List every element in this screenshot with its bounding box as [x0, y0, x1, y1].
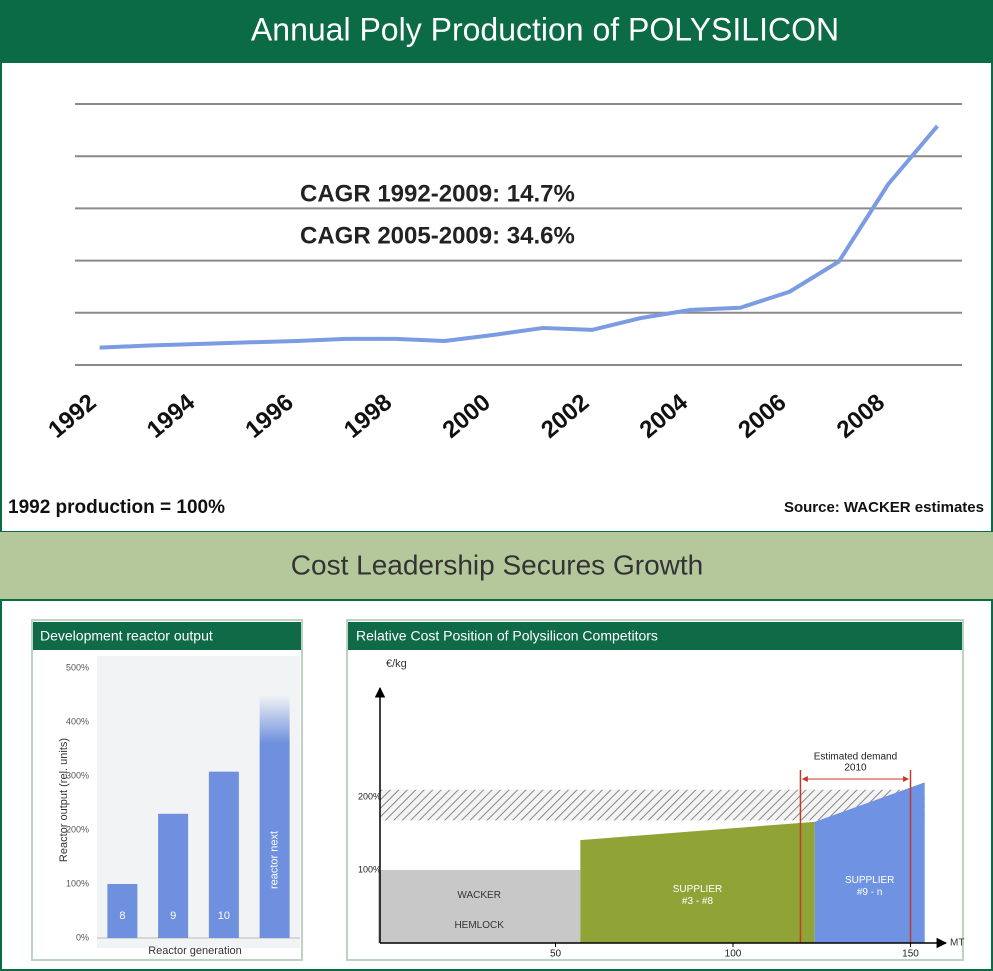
segment-label: #9 - n	[857, 887, 883, 898]
panel-header	[348, 622, 962, 650]
y-tick-label: 400%	[66, 716, 89, 726]
cost-segment	[580, 821, 815, 943]
bar-label: 10	[218, 910, 230, 922]
y-tick-label: 200%	[358, 791, 381, 801]
segment-label: SUPPLIER	[673, 884, 722, 895]
panel-title: Development reactor output	[40, 628, 213, 644]
demand-label: Estimated demand	[814, 752, 897, 763]
segment-label: HEMLOCK	[454, 920, 504, 931]
source: Source: WACKER estimates	[784, 499, 984, 516]
header-bar	[0, 0, 993, 62]
y-tick-label: 100%	[358, 864, 381, 874]
y-tick-label: 100%	[66, 878, 89, 888]
bar	[158, 813, 189, 938]
panel-title: Relative Cost Position of Polysilicon Co…	[356, 628, 658, 644]
x-axis-title: Reactor generation	[148, 945, 242, 957]
x-axis-title: MT	[950, 938, 964, 949]
top-frame	[0, 61, 993, 533]
bar	[208, 771, 239, 938]
bar-label: 8	[119, 910, 125, 922]
segment-label: #3 - #8	[682, 896, 714, 907]
x-tick-label: 150	[902, 949, 919, 960]
y-tick-label: 500%	[66, 662, 89, 672]
line-series	[99, 124, 939, 350]
panel-header	[33, 622, 301, 650]
x-tick-label: 100	[725, 949, 742, 960]
bar-label: reactor next	[269, 831, 281, 889]
y-tick-label: 200%	[66, 824, 89, 834]
demand-label: 2010	[844, 763, 867, 774]
segment-label: SUPPLIER	[845, 875, 894, 886]
price-band	[380, 789, 925, 821]
bar-label: 9	[170, 910, 176, 922]
y-tick-label: 300%	[66, 770, 89, 780]
segment-label: WACKER	[457, 890, 501, 901]
cost-segment	[378, 870, 581, 943]
annotation: CAGR 2005-2009: 34.6%	[300, 222, 575, 249]
bar	[259, 695, 290, 938]
cost-segment	[814, 782, 925, 943]
y-axis-title: €/kg	[386, 658, 407, 670]
section-title: Cost Leadership Secures Growth	[291, 549, 703, 580]
y-axis-title: Reactor output (rel. units)	[58, 738, 70, 862]
footnote: 1992 production = 100%	[8, 497, 225, 518]
annotation: CAGR 1992-2009: 14.7%	[300, 180, 575, 207]
bar	[107, 884, 138, 938]
chart-title: Annual Poly Production of POLYSILICON	[251, 11, 839, 47]
y-tick-label: 0%	[76, 932, 89, 942]
x-tick-label: 50	[550, 949, 562, 960]
section-bar	[0, 532, 993, 600]
